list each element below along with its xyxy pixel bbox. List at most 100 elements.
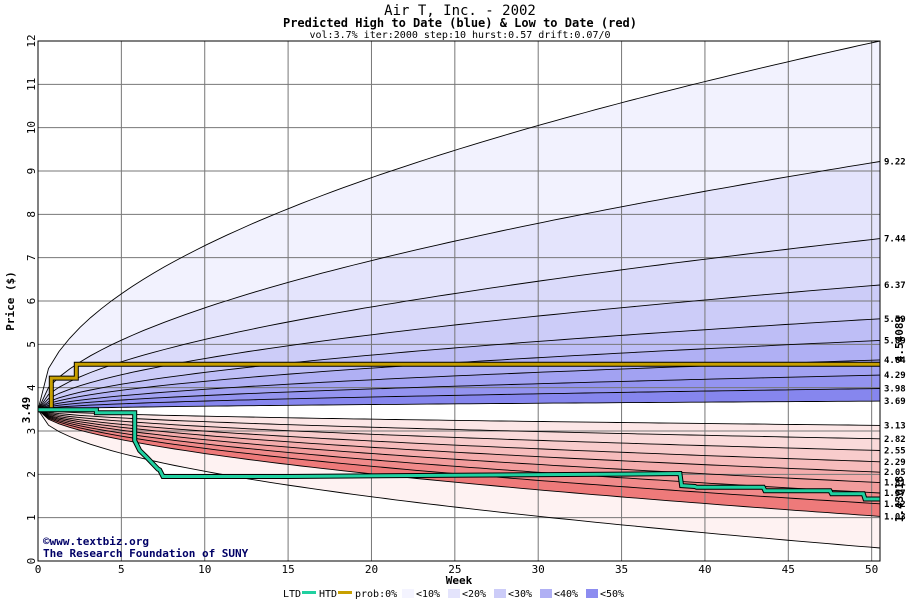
series-line-ltd	[38, 408, 880, 501]
x-axis-label: Week	[446, 574, 473, 587]
band-boundary-line	[37, 409, 881, 517]
low-prob-band	[38, 409, 880, 451]
low-band-end-label: 1.03	[884, 512, 906, 522]
band-boundary-line	[37, 409, 881, 451]
low-prob-band	[38, 409, 880, 483]
x-tick-label: 25	[448, 563, 461, 576]
y-tick-label: 7	[25, 254, 38, 261]
x-tick-label: 5	[118, 563, 125, 576]
y-tick-label: 8	[25, 211, 38, 218]
legend-swatch-0	[402, 589, 414, 598]
y-tick-label: 6	[25, 298, 38, 305]
legend-50-label: <50%	[600, 589, 624, 600]
y-tick-label: 5	[25, 341, 38, 348]
credit-org: The Research Foundation of SUNY	[43, 547, 249, 560]
series-lines	[38, 361, 880, 502]
band-boundary-line	[37, 388, 881, 411]
low-band-end-label: 2.82	[884, 435, 906, 445]
chart-title: Air T, Inc. - 2002	[384, 3, 536, 19]
legend-ltd-label: LTD	[283, 589, 301, 600]
x-tick-label: 15	[281, 563, 294, 576]
high-band-end-label: 4.29	[884, 371, 906, 381]
legend: LTD HTD prob:0% <10% <20% <30% <40% <50%	[283, 589, 624, 600]
legend-20-label: <20%	[462, 589, 486, 600]
chart-subtitle: Predicted High to Date (blue) & Low to D…	[283, 16, 637, 30]
x-tick-label: 30	[532, 563, 545, 576]
high-band-end-label: 7.44	[884, 235, 906, 245]
high-prob-band	[38, 318, 880, 410]
high-band-end-label: 5.09	[884, 336, 906, 346]
y-tick-label: 4	[25, 384, 38, 391]
low-band-end-label: 1.81	[884, 479, 906, 489]
y-tick-label: 12	[25, 34, 38, 47]
y-tick-label: 1	[25, 514, 38, 521]
band-boundary-line	[37, 400, 881, 411]
legend-swatch-10	[448, 589, 460, 598]
legend-htd-swatch	[338, 591, 352, 594]
chart-params: vol:3.7% iter:2000 step:10 hurst:0.57 dr…	[309, 30, 610, 41]
band-boundary-line	[37, 238, 881, 411]
low-band-end-label: 3.13	[884, 421, 906, 431]
right-band-labels: 9.22 7.44 6.37 5.59 5.09 4.64 4.29 3.98 3.69 3.13…	[884, 157, 906, 522]
y-axis-label: Price ($)	[4, 271, 17, 331]
x-tick-label: 40	[698, 563, 711, 576]
low-prob-band	[38, 409, 880, 504]
high-prob-band	[38, 388, 880, 410]
low-prob-band	[38, 409, 880, 517]
band-boundary-line	[37, 409, 881, 549]
x-tick-label: 20	[365, 563, 378, 576]
x-tick-label: 45	[782, 563, 795, 576]
band-boundary-line	[37, 409, 881, 484]
low-band-end-label: 2.05	[884, 468, 906, 478]
x-axis-ticks: 0 5 10 15 20 25 30 35 40 45 50	[35, 563, 879, 576]
x-tick-label: 10	[198, 563, 211, 576]
y-tick-label: 2	[25, 471, 38, 478]
high-prob-band	[38, 359, 880, 410]
ltd-final-label: 1.43018	[893, 476, 906, 522]
low-prob-band	[38, 409, 880, 473]
legend-10-label: <10%	[416, 589, 440, 600]
legend-30-label: <30%	[508, 589, 532, 600]
high-prob-band	[38, 161, 880, 410]
low-band-end-label: 2.29	[884, 458, 906, 468]
y-tick-label: 3	[25, 428, 38, 435]
y-tick-label: 10	[25, 121, 38, 134]
band-boundary-lines	[37, 40, 881, 549]
band-boundary-line	[37, 161, 881, 410]
band-boundary-line	[37, 409, 881, 426]
legend-ltd-swatch	[302, 591, 316, 594]
x-tick-label: 35	[615, 563, 628, 576]
legend-swatch-40	[586, 589, 598, 598]
low-band-end-label: 1.32	[884, 500, 906, 510]
high-band-end-label: 3.69	[884, 397, 906, 407]
high-band-end-label: 9.22	[884, 157, 906, 167]
band-boundary-line	[37, 409, 881, 440]
y-tick-label: 9	[25, 168, 38, 175]
legend-40-label: <40%	[554, 589, 578, 600]
high-prob-band	[38, 375, 880, 410]
high-prob-band	[38, 41, 880, 410]
band-boundary-line	[37, 409, 881, 473]
htd-final-label: 4.54089	[893, 316, 906, 362]
legend-htd-label: HTD	[319, 589, 337, 600]
legend-swatch-30	[540, 589, 552, 598]
high-prob-band	[38, 340, 880, 410]
band-boundary-line	[37, 374, 881, 411]
legend-swatch-20	[494, 589, 506, 598]
legend-prob-label: prob:0%	[355, 589, 397, 600]
high-band-end-label: 6.37	[884, 281, 906, 291]
credit-url: ©www.textbiz.org	[43, 535, 149, 548]
high-band-end-label: 5.59	[884, 315, 906, 325]
low-band-end-label: 1.57	[884, 489, 906, 499]
band-boundary-line	[37, 318, 881, 411]
start-price-label: 3.49	[20, 397, 33, 424]
x-tick-label: 0	[35, 563, 42, 576]
low-band-end-label: 2.55	[884, 447, 906, 457]
band-boundary-line	[37, 409, 881, 463]
high-band-end-label: 3.98	[884, 385, 906, 395]
x-tick-label: 50	[865, 563, 878, 576]
high-band-end-label: 4.64	[884, 356, 906, 366]
y-tick-label: 11	[25, 78, 38, 91]
